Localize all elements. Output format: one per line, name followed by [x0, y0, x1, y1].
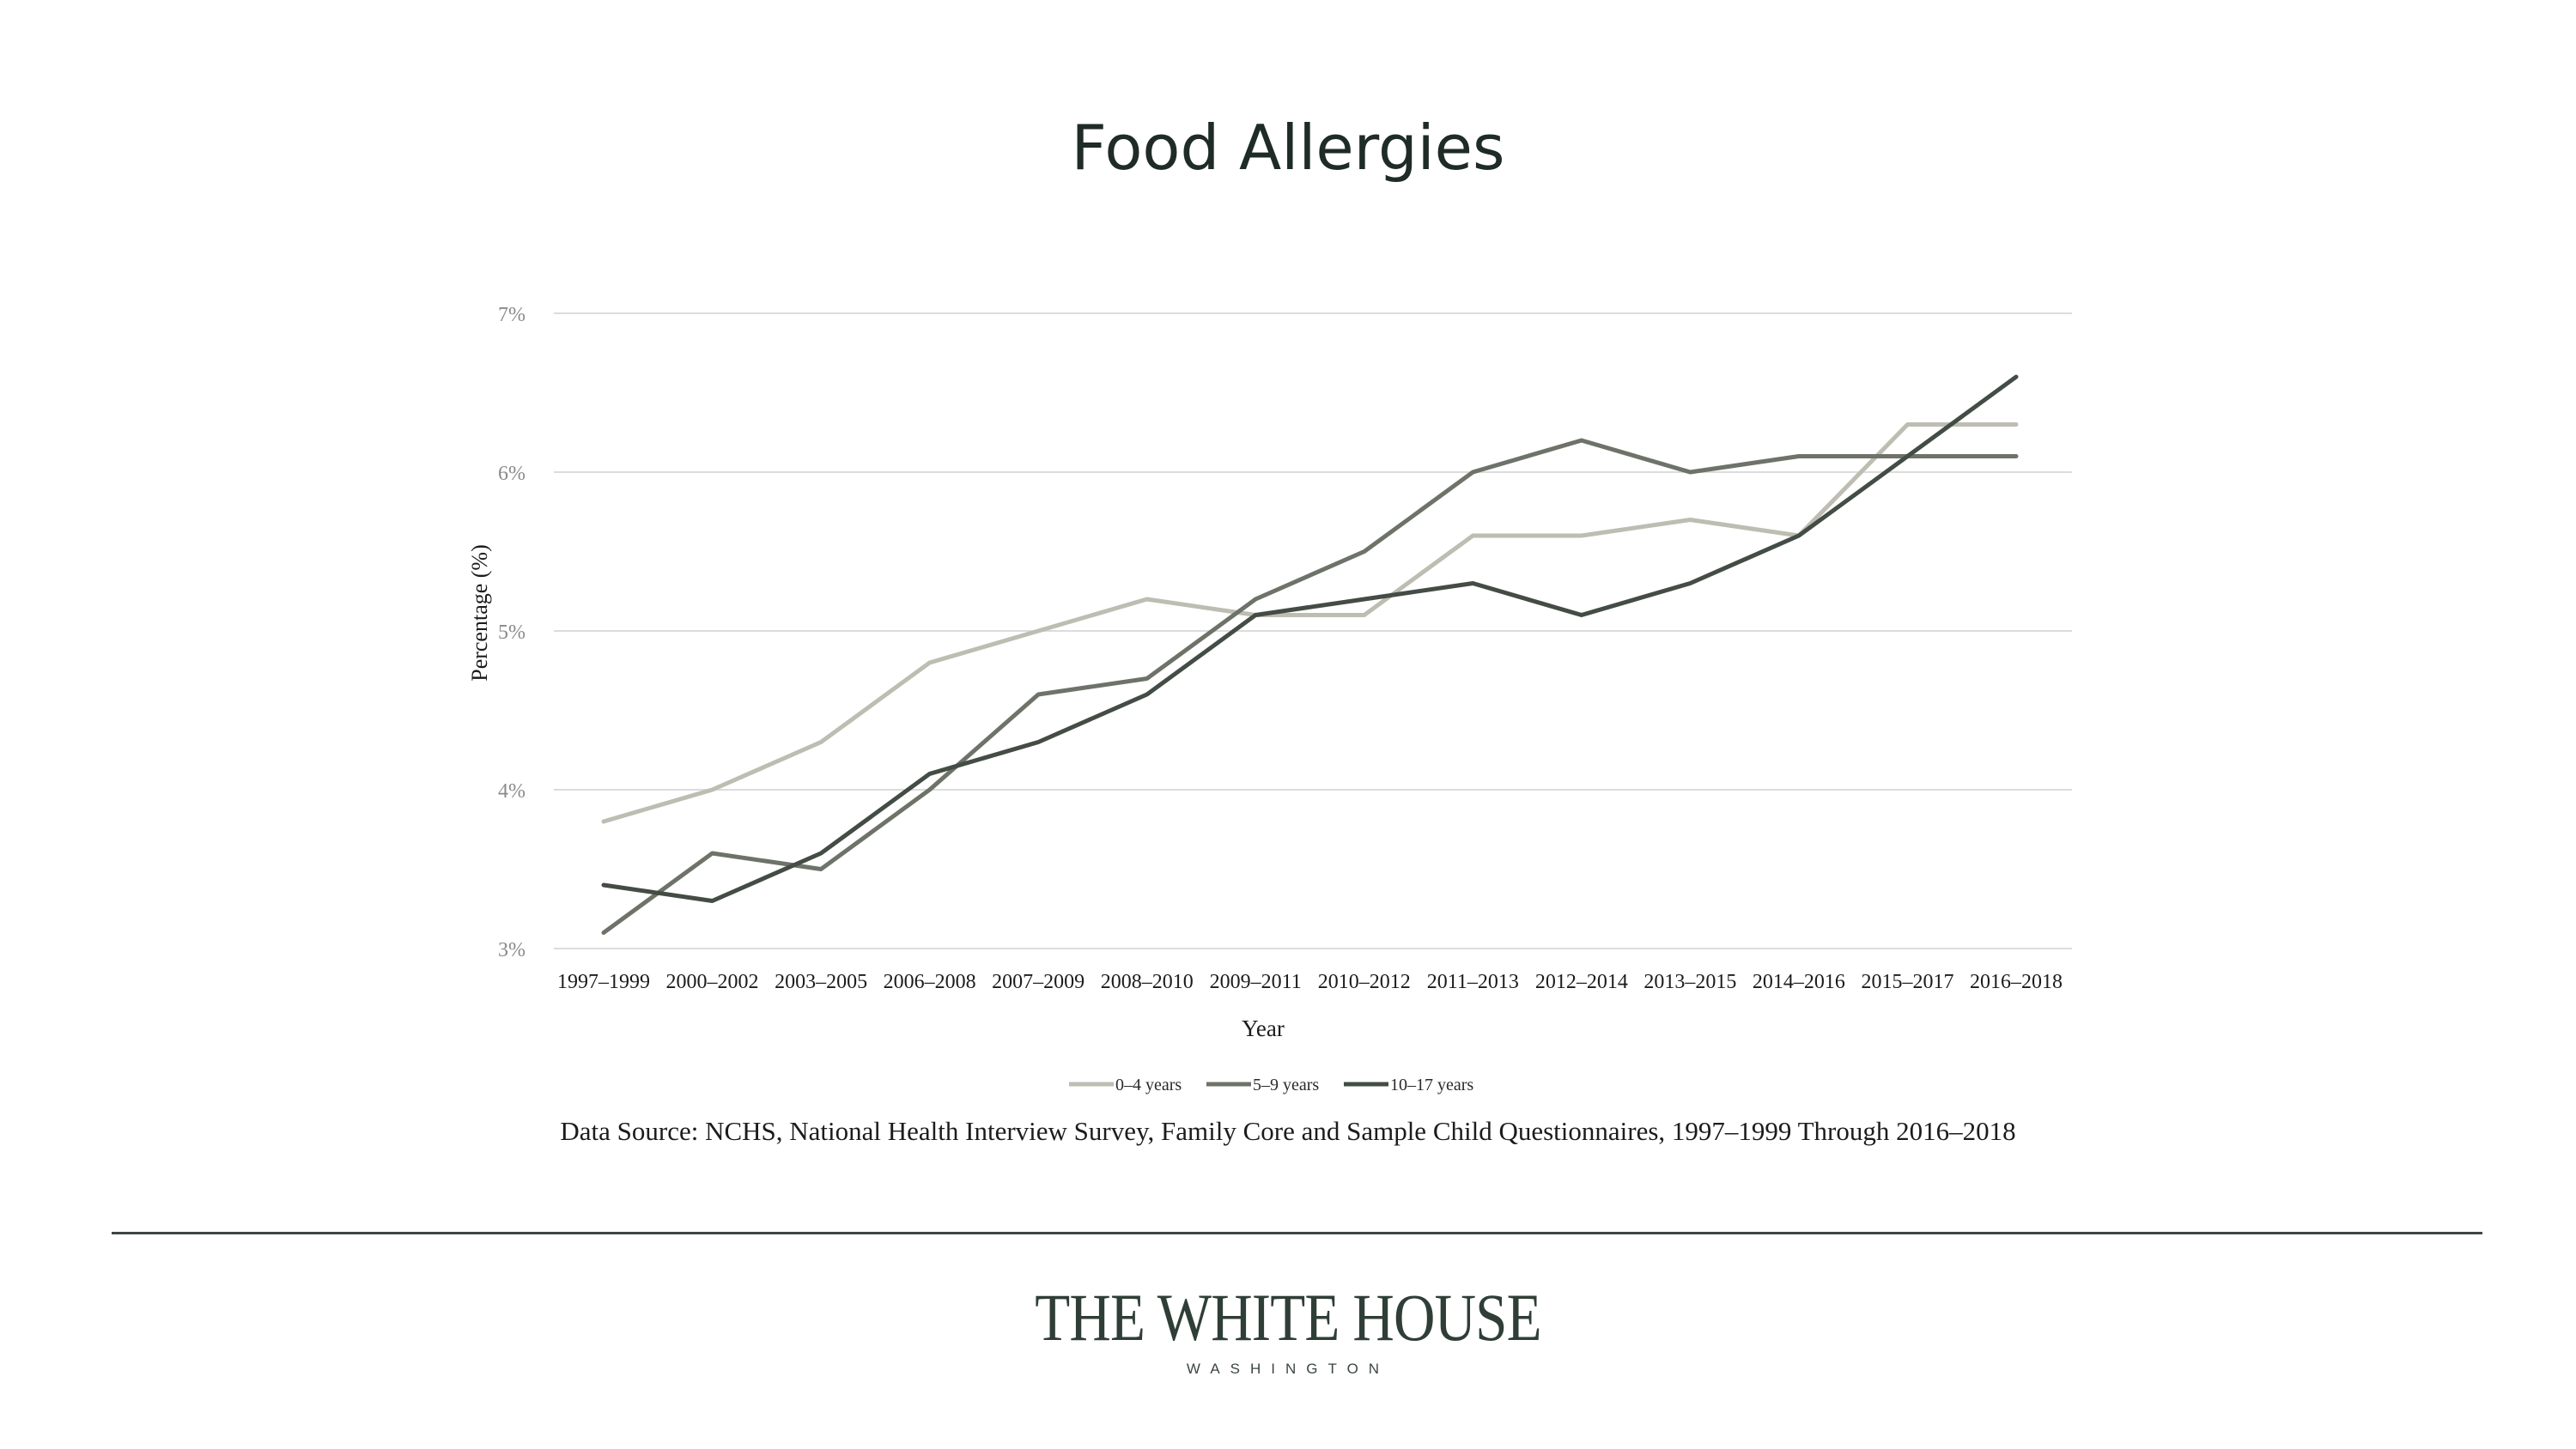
washington-subtitle: WASHINGTON: [1186, 1361, 1390, 1377]
data-source-note: Data Source: NCHS, National Health Inter…: [560, 1116, 2016, 1146]
y-tick-label: 6%: [498, 463, 526, 485]
footer-divider: [112, 1232, 2482, 1234]
x-tick-label: 2015–2017: [1861, 971, 1953, 993]
legend-label: 10–17 years: [1390, 1076, 1473, 1094]
y-tick-label: 7%: [498, 304, 526, 326]
x-tick-label: 2012–2014: [1535, 971, 1628, 993]
x-tick-labels: 1997–1999 2000–2002 2003–2005 2006–2008 2007…: [557, 971, 2063, 993]
x-tick-label: 2011–2013: [1427, 971, 1519, 993]
white-house-wordmark: THE WHITE HOUSE: [1035, 1280, 1541, 1355]
x-tick-label: 2013–2015: [1643, 971, 1736, 993]
series-lines: [601, 374, 2019, 935]
series-line-1: [601, 438, 2019, 935]
x-tick-label: 2008–2010: [1101, 971, 1194, 993]
line-chart: 3% 4% 5% 6% 7% 1997–1999 2000–2002 2003–2005 20…: [467, 304, 2072, 1094]
y-tick-label: 4%: [498, 780, 526, 803]
x-tick-label: 2016–2018: [1970, 971, 2063, 993]
x-tick-label: 2007–2009: [992, 971, 1084, 993]
x-tick-label: 2010–2012: [1318, 971, 1411, 993]
x-axis-label: Year: [1242, 1016, 1285, 1041]
y-tick-label: 3%: [498, 939, 526, 961]
series-line-0: [601, 422, 2019, 824]
x-tick-label: 2014–2016: [1753, 971, 1845, 993]
legend-label: 0–4 years: [1115, 1076, 1182, 1094]
x-tick-label: 1997–1999: [557, 971, 650, 993]
y-tick-label: 5%: [498, 621, 526, 644]
legend-label: 5–9 years: [1253, 1076, 1319, 1094]
chart-title: Food Allergies: [1071, 112, 1505, 184]
x-tick-label: 2009–2011: [1210, 971, 1302, 993]
x-tick-label: 2003–2005: [775, 971, 867, 993]
x-tick-label: 2000–2002: [666, 971, 759, 993]
legend: 0–4 years 5–9 years 10–17 years: [1069, 1076, 1473, 1094]
y-tick-labels: 3% 4% 5% 6% 7%: [498, 304, 526, 961]
y-axis-label: Percentage (%): [467, 544, 492, 682]
gridlines: [554, 312, 2072, 949]
series-line-2: [601, 374, 2019, 903]
x-tick-label: 2006–2008: [884, 971, 976, 993]
